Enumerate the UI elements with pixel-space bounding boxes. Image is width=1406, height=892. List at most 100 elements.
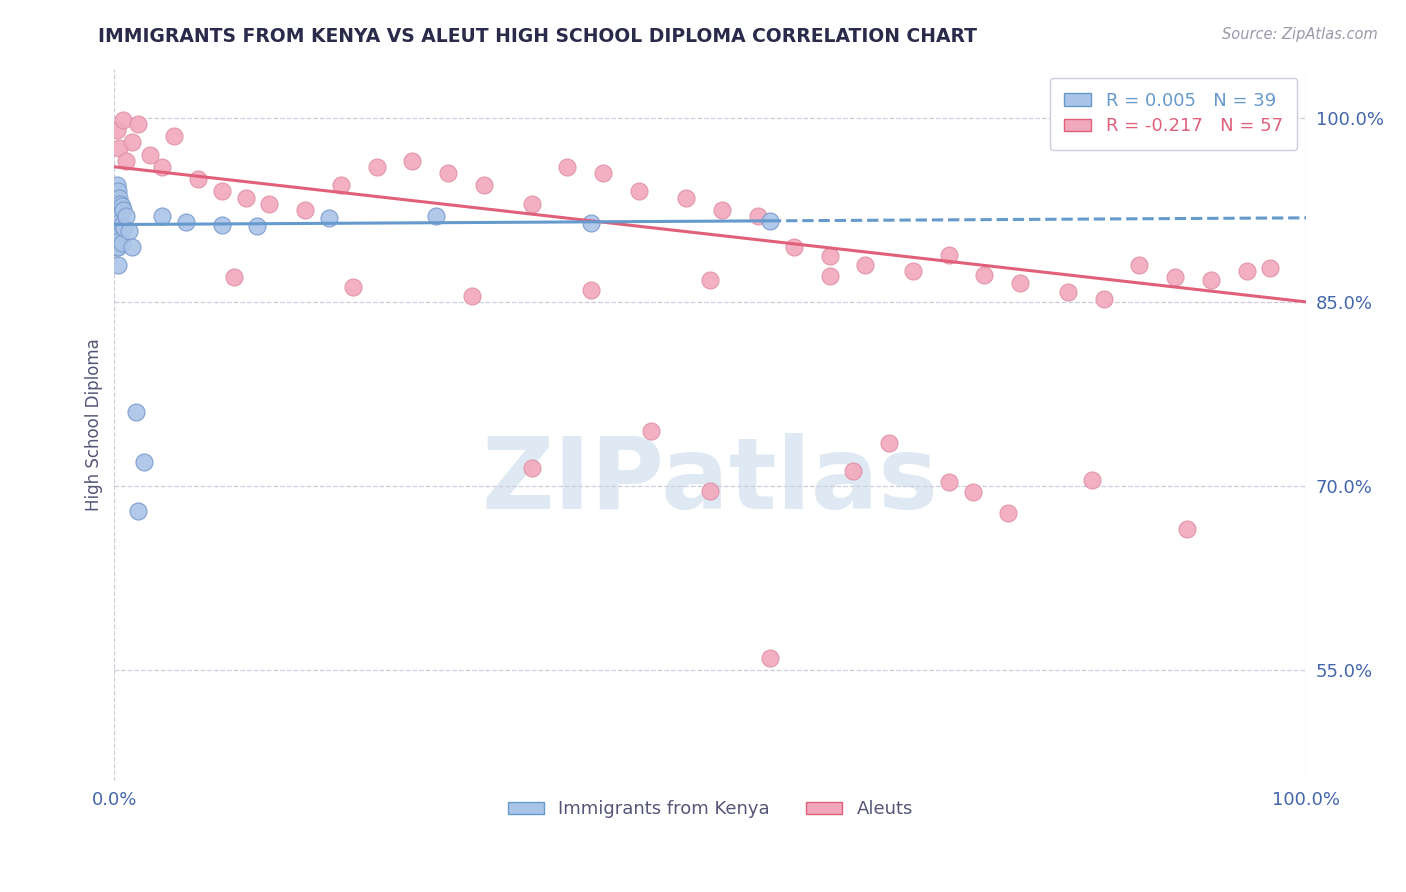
Point [104,240,127,254]
Point [150,209,173,223]
Point [259,196,281,211]
Point [104,215,127,229]
Point [235,190,257,204]
Point [107,258,129,272]
Point [246,219,269,233]
Point [104,202,127,217]
Point [425,209,447,223]
Point [105,196,128,211]
Point [579,216,602,230]
Point [962,485,984,500]
Point [1080,473,1102,487]
Point [110,234,132,248]
Point [104,190,127,204]
Point [1236,264,1258,278]
Point [997,506,1019,520]
Point [759,651,782,665]
Point [107,185,129,199]
Point [107,202,129,217]
Point [520,460,543,475]
Point [973,268,995,282]
Point [294,202,316,217]
Point [108,209,131,223]
Point [110,218,132,232]
Point [115,209,138,223]
Point [108,190,131,204]
Point [105,234,128,248]
Point [472,178,495,193]
Point [783,240,806,254]
Point [1199,273,1222,287]
Point [108,141,131,155]
Point [110,199,132,213]
Point [520,196,543,211]
Point [555,160,578,174]
Text: Source: ZipAtlas.com: Source: ZipAtlas.com [1222,27,1378,42]
Point [1260,260,1282,275]
Point [366,160,388,174]
Point [105,215,128,229]
Text: ZIPatlas: ZIPatlas [482,434,939,530]
Point [111,202,134,217]
Point [163,129,186,144]
Point [627,185,650,199]
Point [115,153,138,168]
Point [759,214,782,228]
Point [329,178,352,193]
Point [401,153,423,168]
Point [121,240,143,254]
Point [150,160,173,174]
Point [110,235,132,250]
Point [853,258,876,272]
Point [222,270,245,285]
Point [1175,522,1198,536]
Point [818,269,841,284]
Point [938,248,960,262]
Point [118,224,141,238]
Point [1057,285,1080,299]
Point [187,172,209,186]
Point [877,436,900,450]
Point [121,135,143,149]
Point [111,113,134,128]
Point [640,424,662,438]
Point [842,465,865,479]
Point [112,221,135,235]
Point [211,185,233,199]
Point [437,166,460,180]
Point [127,504,149,518]
Point [1164,270,1187,285]
Point [818,250,841,264]
Point [104,227,127,242]
Point [318,211,340,226]
Point [1128,258,1150,272]
Point [938,475,960,490]
Point [110,196,132,211]
Point [461,289,484,303]
Point [174,215,197,229]
Point [711,202,734,217]
Point [342,280,364,294]
Point [747,209,769,223]
Point [107,221,129,235]
Point [592,166,614,180]
Point [127,117,149,131]
Point [675,190,697,204]
Point [1092,293,1115,307]
Point [105,123,128,137]
Point [134,454,156,468]
Point [1010,277,1032,291]
Y-axis label: High School Diploma: High School Diploma [86,338,103,511]
Legend: Immigrants from Kenya, Aleuts: Immigrants from Kenya, Aleuts [501,793,920,825]
Point [699,273,721,287]
Point [699,484,721,499]
Text: IMMIGRANTS FROM KENYA VS ALEUT HIGH SCHOOL DIPLOMA CORRELATION CHART: IMMIGRANTS FROM KENYA VS ALEUT HIGH SCHO… [98,27,977,45]
Point [579,283,602,297]
Point [105,178,128,193]
Point [107,240,129,254]
Point [211,218,233,232]
Point [108,227,131,242]
Point [901,264,924,278]
Point [125,405,148,419]
Point [110,215,132,229]
